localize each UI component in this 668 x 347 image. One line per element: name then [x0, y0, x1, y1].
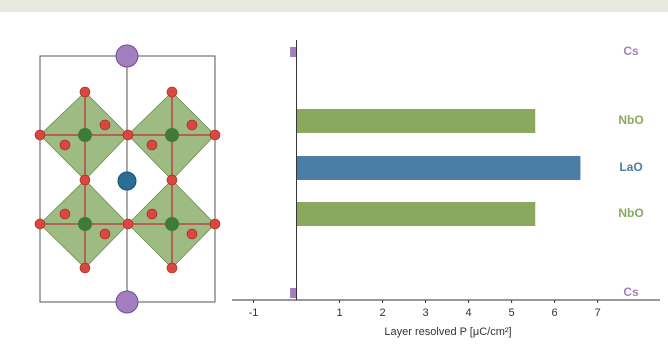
bar — [297, 202, 536, 226]
figure: Cs NbO LaO NbO Cs -1 1 2 3 4 5 6 7 Layer resolved P [… — [0, 0, 668, 342]
top-band — [0, 0, 668, 12]
bar — [297, 156, 581, 180]
bar — [290, 47, 296, 57]
x-tick-label: 6 — [552, 307, 558, 319]
crystal-structure — [35, 45, 220, 313]
category-label: LaO — [619, 160, 642, 174]
bar — [290, 288, 296, 298]
category-label: NbO — [618, 206, 643, 220]
category-label: Cs — [623, 44, 639, 58]
x-tick-label: 1 — [336, 307, 342, 319]
category-label: Cs — [623, 285, 639, 299]
x-axis-label: Layer resolved P [μC/cm²] — [384, 326, 511, 338]
x-tick-label: 3 — [423, 307, 429, 319]
x-tick-label: -1 — [249, 307, 259, 319]
x-tick-label: 5 — [509, 307, 515, 319]
bar — [297, 109, 536, 133]
x-tick-label: 7 — [595, 307, 601, 319]
x-tick-label: 4 — [466, 307, 472, 319]
x-tick-label: 2 — [379, 307, 385, 319]
category-label: NbO — [618, 113, 643, 127]
